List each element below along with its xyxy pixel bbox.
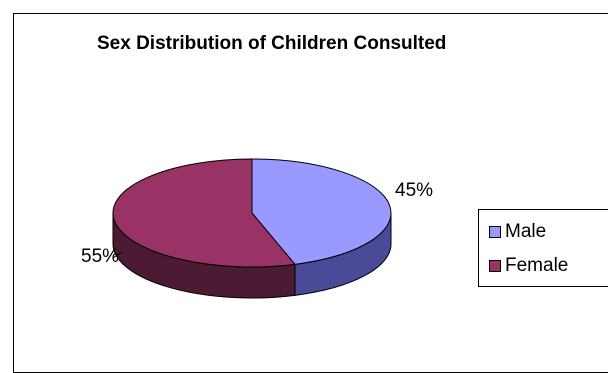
chart-title: Sex Distribution of Children Consulted [97, 33, 447, 54]
pie-slice-female [112, 158, 296, 268]
legend: Male Female [478, 209, 608, 287]
legend-label-female: Female [505, 255, 569, 276]
pie-slice-male [251, 158, 392, 265]
data-label-female: 55% [81, 246, 120, 267]
legend-item-male: Male [489, 221, 546, 243]
legend-swatch-male [489, 226, 501, 238]
data-label-male: 45% [395, 180, 434, 201]
legend-item-female: Female [489, 255, 568, 277]
legend-swatch-female [489, 260, 501, 272]
leader-line-female [112, 251, 123, 259]
legend-label-male: Male [505, 221, 547, 242]
